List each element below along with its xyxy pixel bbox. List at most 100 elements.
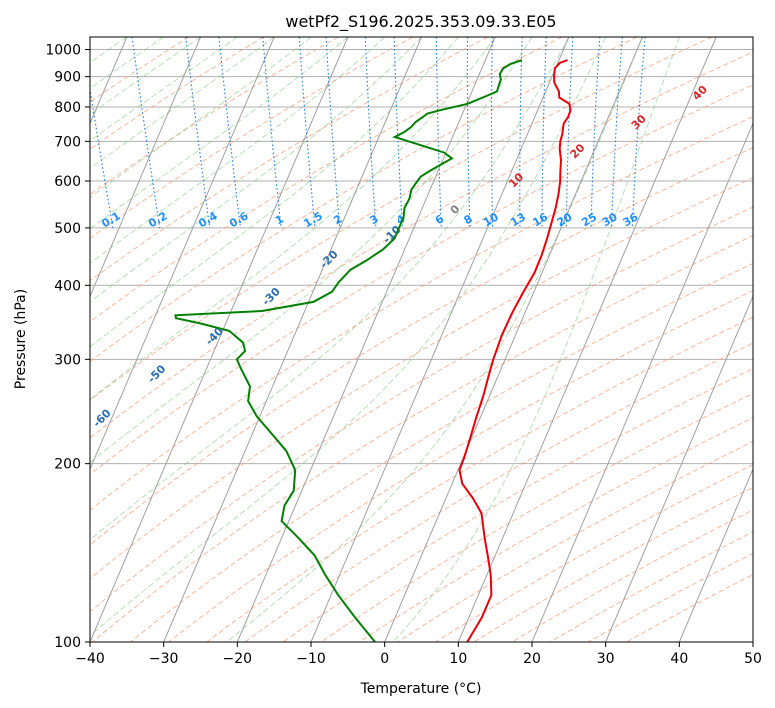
profile-lines	[174, 59, 572, 642]
mixing-ratio-label: 25	[579, 210, 599, 229]
mixing-ratio-line	[185, 37, 211, 228]
isotherm	[531, 122, 753, 642]
isotherm	[752, 640, 753, 642]
moist-adiabat	[90, 37, 275, 169]
mixing-ratio-line	[90, 85, 114, 229]
isotherm	[90, 37, 275, 471]
dry-adiabat	[168, 290, 753, 642]
moist-adiabat	[90, 37, 607, 637]
isotherm	[678, 467, 753, 642]
y-axis-label: Pressure (hPa)	[13, 289, 29, 389]
moist-adiabat	[90, 37, 349, 230]
x-tick-label: −20	[223, 651, 253, 667]
dry-adiabat	[90, 146, 753, 546]
mixing-ratio-line	[364, 37, 377, 228]
isotherm	[457, 37, 717, 642]
mixing-ratio-label: 2	[331, 212, 344, 227]
dry-adiabat	[91, 234, 753, 642]
dry-adiabat	[90, 37, 339, 196]
x-axis-label: Temperature (°C)	[360, 681, 482, 697]
mixing-ratio-label: 0.6	[227, 209, 251, 230]
moist-adiabat	[90, 37, 201, 115]
dry-adiabat	[90, 37, 638, 363]
mixing-ratio-label: 8	[462, 212, 475, 227]
x-tick-label: −30	[149, 651, 179, 667]
moist-adiabat	[90, 37, 422, 303]
dry-adiabat	[549, 531, 753, 642]
isotherm	[605, 295, 753, 642]
x-tick-label: 30	[597, 651, 615, 667]
mixing-ratio-line	[262, 37, 282, 228]
mixing-ratio-line	[131, 37, 161, 228]
mixing-ratio-line	[541, 37, 547, 228]
chart-title: wetPf2_S196.2025.353.09.33.E05	[285, 12, 556, 32]
x-tick-label: 0	[380, 651, 389, 667]
mixing-ratio-line	[631, 37, 646, 228]
dry-adiabat	[90, 37, 414, 239]
isotherm-label: -60	[90, 406, 113, 429]
dry-adiabat	[511, 509, 753, 642]
moist-adiabat	[226, 37, 643, 642]
moist-adiabat	[90, 37, 459, 348]
x-tick-label: 20	[523, 651, 541, 667]
y-tick-label: 800	[54, 100, 81, 116]
y-tick-label: 200	[54, 457, 81, 473]
isotherm	[384, 37, 643, 642]
isotherm-label: 0	[448, 202, 463, 217]
y-tick-label: 100	[54, 635, 81, 651]
mixing-ratio-label: 1.5	[301, 209, 324, 230]
dry-adiabat	[320, 392, 753, 642]
mixing-ratio-label: 0.2	[146, 209, 169, 230]
mixing-ratio-label: 30	[600, 210, 620, 229]
y-tick-label: 300	[54, 352, 81, 368]
mixing-ratio-label: 10	[481, 210, 501, 229]
isotherm-label: 10	[506, 170, 526, 190]
mixing-ratio-line	[218, 37, 242, 228]
background-lines: 0.10.20.40.611.52346810131620253036-100-…	[0, 37, 753, 642]
dry-adiabat	[90, 206, 753, 613]
mixing-ratio-label: 20	[555, 210, 575, 229]
dry-adiabat	[359, 417, 753, 642]
isotherm-label: 40	[690, 83, 710, 103]
isotherm	[90, 37, 201, 298]
temperature-line	[458, 59, 572, 642]
mixing-ratio-line	[298, 37, 316, 228]
x-tick-label: −40	[75, 651, 105, 667]
y-tick-label: 900	[54, 70, 81, 86]
mixing-ratio-line	[435, 37, 442, 228]
y-tick-label: 500	[54, 221, 81, 237]
isotherm	[236, 37, 496, 642]
moist-adiabat	[90, 37, 164, 90]
dry-adiabat	[282, 367, 753, 642]
isotherm	[90, 37, 349, 642]
dry-adiabat	[90, 51, 753, 439]
y-tick-label: 1000	[45, 43, 81, 59]
dry-adiabat	[90, 37, 264, 150]
moist-adiabat	[90, 37, 312, 198]
moist-adiabat	[90, 37, 496, 400]
dry-adiabat	[206, 316, 753, 642]
isotherm-label: 30	[629, 112, 649, 132]
mixing-ratio-label: 1	[273, 212, 286, 227]
dry-adiabat	[90, 116, 753, 511]
moist-adiabat	[90, 37, 238, 142]
dry-adiabat	[473, 486, 753, 642]
dewpoint-line	[174, 59, 523, 642]
x-tick-label: 10	[449, 651, 467, 667]
dry-adiabat	[90, 37, 563, 323]
isotherm-label: -80	[0, 495, 4, 518]
mixing-ratio-line	[565, 37, 574, 228]
x-tick-label: 40	[670, 651, 688, 667]
mixing-ratio-label: 6	[433, 212, 446, 227]
isotherm-label: -50	[145, 362, 168, 385]
mixing-ratio-label: 3	[368, 212, 381, 227]
moist-adiabat	[90, 37, 386, 264]
y-tick-label: 600	[54, 174, 81, 190]
isotherm-label: -20	[317, 248, 340, 271]
dry-adiabat	[244, 342, 753, 642]
y-tick-label: 700	[54, 134, 81, 150]
dry-adiabat	[130, 262, 753, 642]
isotherm	[163, 37, 422, 642]
